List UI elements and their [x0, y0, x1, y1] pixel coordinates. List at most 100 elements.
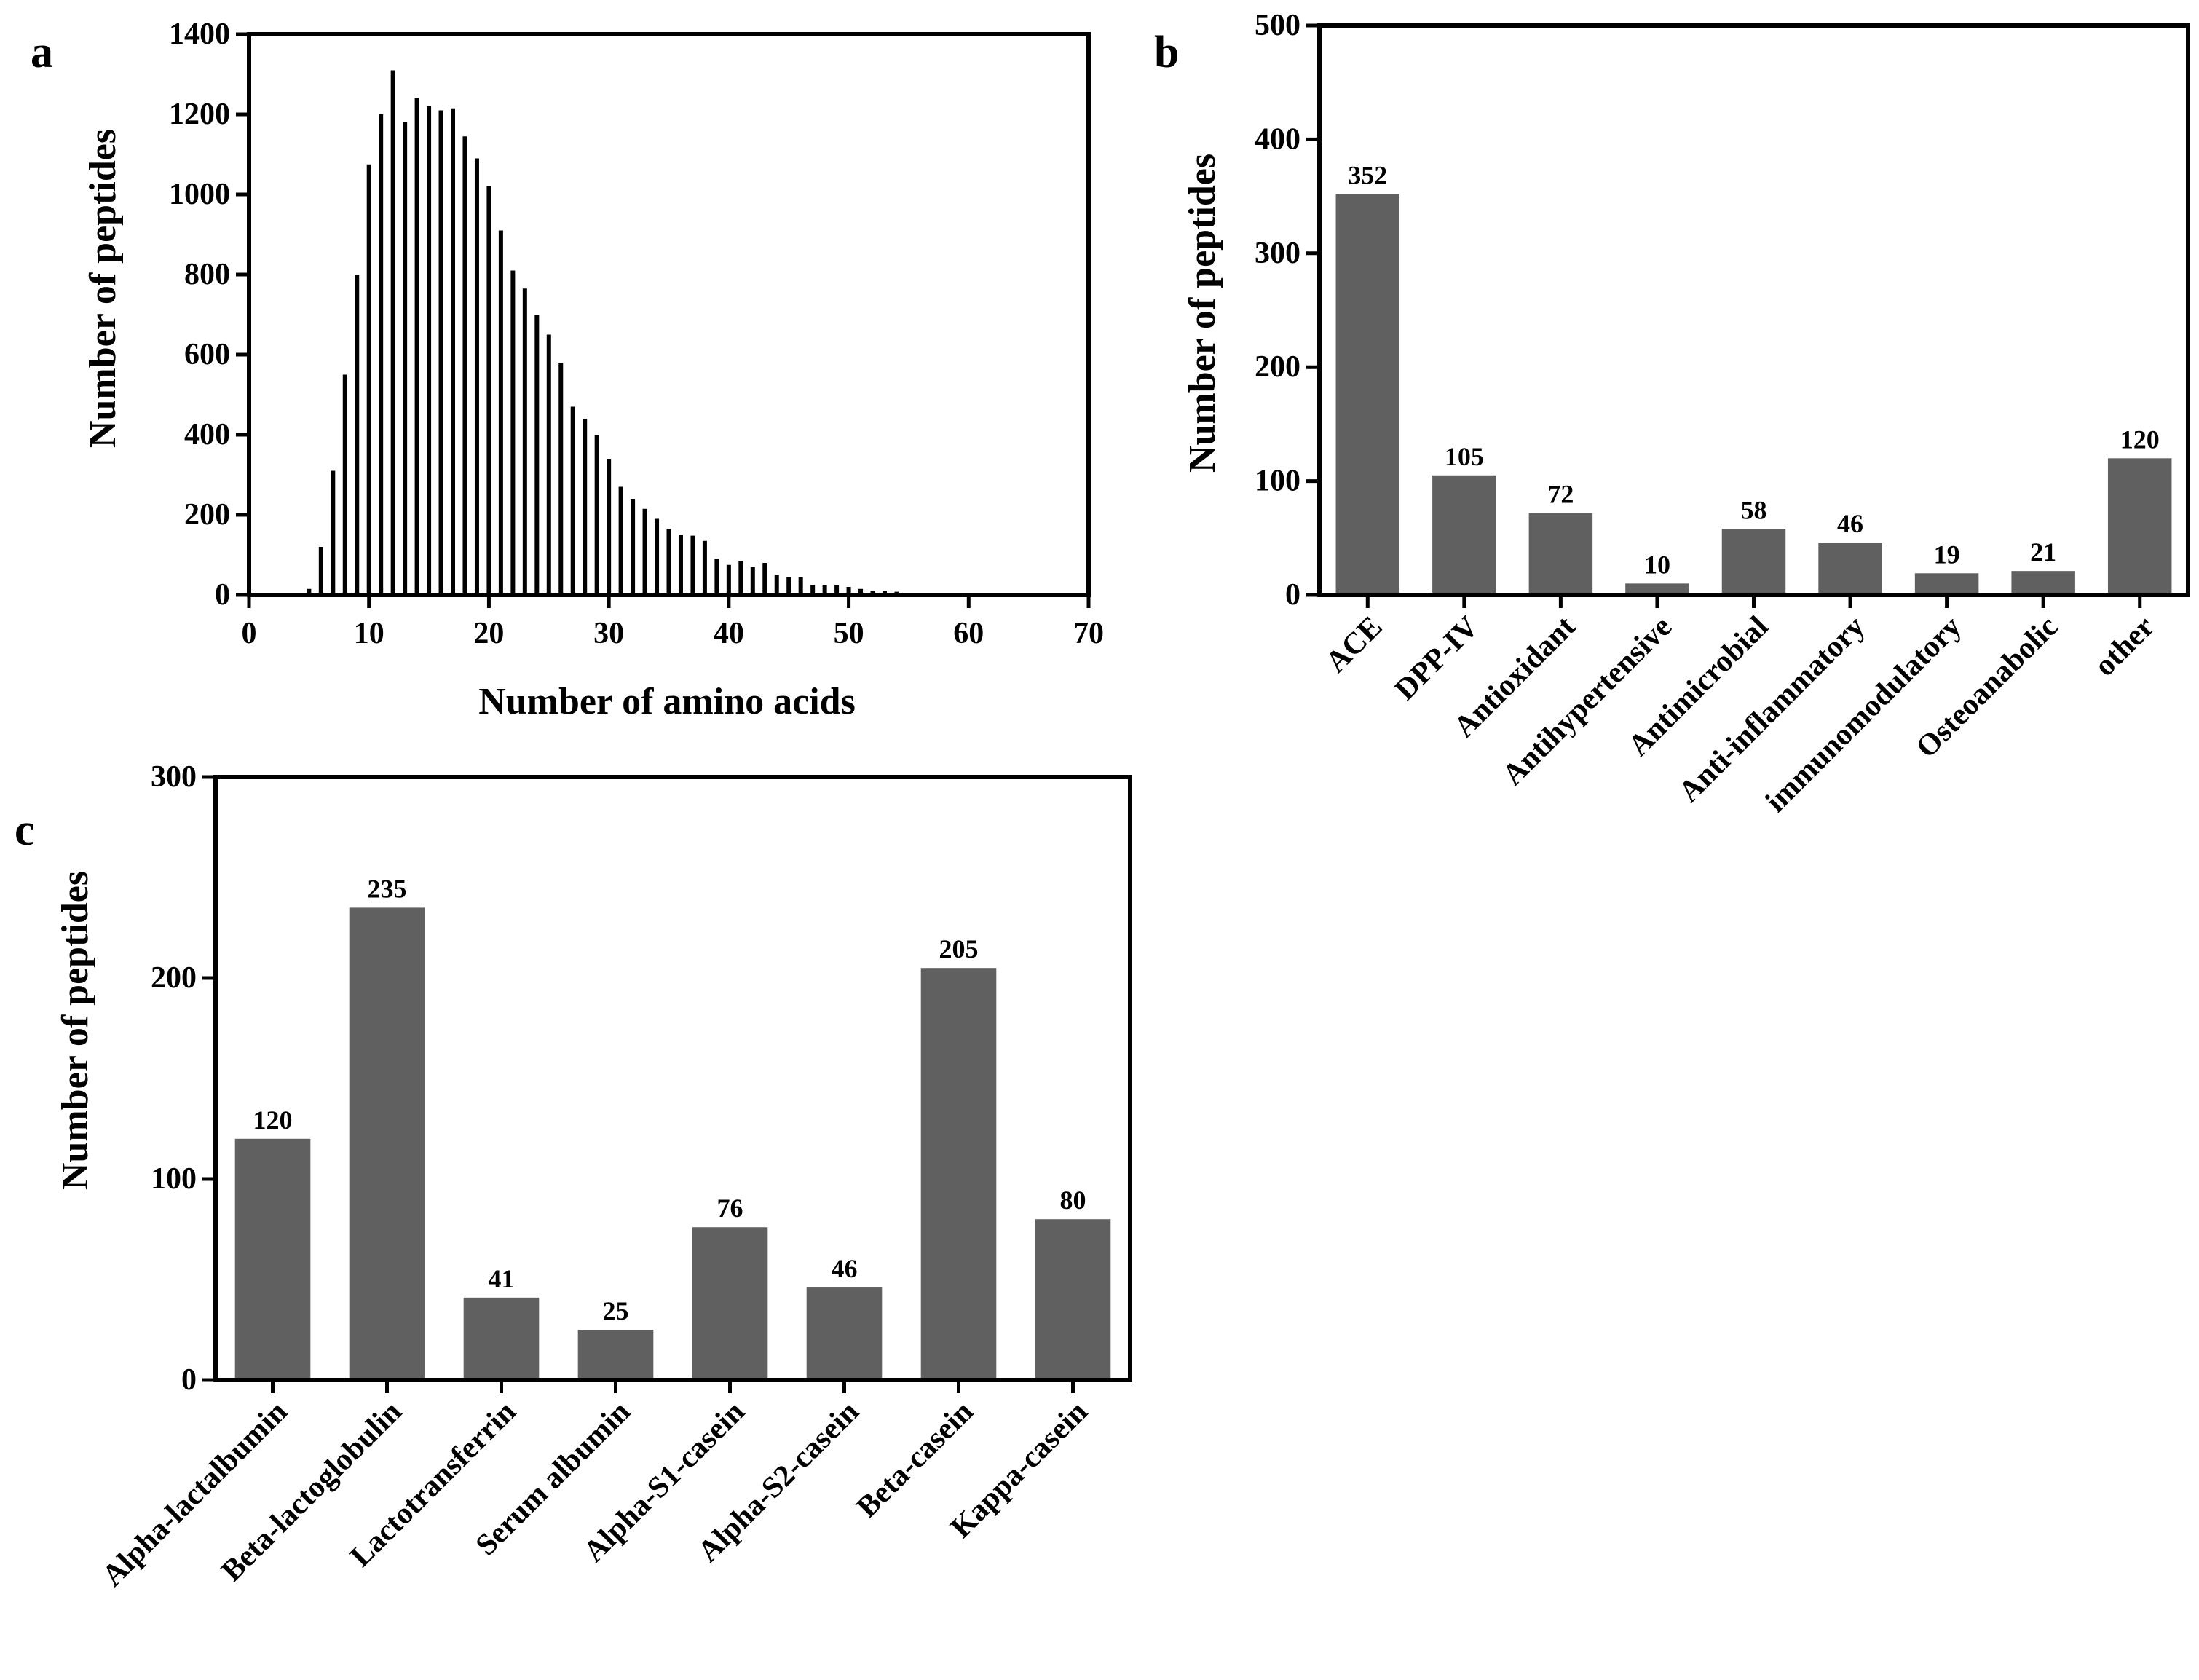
panel-a-bar	[666, 529, 671, 595]
panel-b-bar	[1818, 543, 1882, 595]
panel-a-bar	[307, 588, 312, 595]
panel-a-bar	[534, 315, 540, 595]
panel-b-y-tick-label: 300	[1255, 237, 1300, 270]
panel-a-x-tick-label: 60	[953, 617, 984, 650]
panel-c-data-label: 41	[489, 1264, 515, 1293]
panel-c-y-tick-label: 100	[151, 1162, 197, 1196]
panel-c-bar	[463, 1297, 540, 1380]
panel-a-bar	[331, 470, 336, 595]
panel-a-y-tick-label: 800	[184, 258, 230, 291]
panel-a-bar	[642, 508, 647, 595]
panel-a-bar	[438, 110, 443, 595]
panel-b-data-label: 58	[1741, 495, 1767, 524]
panel-a-bar	[403, 122, 408, 595]
panel-a-y-tick-label: 400	[184, 418, 230, 451]
panel-a-bar	[834, 585, 840, 595]
panel-a-y-tick-label: 1400	[169, 17, 230, 51]
panel-b-data-label: 10	[1644, 550, 1670, 579]
panel-a-bar	[738, 561, 743, 595]
panel-b-y-tick-label: 200	[1255, 350, 1300, 384]
panel-a-plot-frame	[247, 32, 1091, 597]
panel-b-bar	[2011, 571, 2075, 595]
panel-b-category-label: DPP-IV	[1389, 610, 1485, 707]
panel-c-bar	[806, 1287, 883, 1380]
panel-a-y-tick-label: 0	[215, 578, 230, 612]
panel-c-bar	[692, 1227, 768, 1380]
panel-c-data-label: 235	[368, 874, 407, 903]
panel-b-data-label: 72	[1547, 479, 1574, 508]
panel-a-bar	[607, 459, 612, 595]
panel-a-bar	[355, 275, 360, 595]
panel-a-bar	[858, 588, 864, 595]
panel-a-x-tick-label: 70	[1073, 617, 1104, 650]
panel-a-bar	[655, 518, 660, 595]
panel-c-bar	[1035, 1219, 1111, 1380]
histogram-panel-a: a Number of peptides Number of amino aci…	[31, 17, 1104, 722]
panel-a-bar	[366, 164, 371, 595]
panel-a-y-tick-label: 600	[184, 338, 230, 371]
panel-b-y-tick-label: 100	[1255, 465, 1300, 498]
panel-a-bar	[822, 585, 827, 595]
panel-letter-c: c	[15, 805, 35, 855]
panel-b-data-label: 19	[1934, 540, 1960, 569]
panel-b-data-label: 105	[1445, 442, 1484, 471]
panel-letter-a: a	[31, 28, 53, 77]
panel-c-bar	[234, 1138, 311, 1380]
panel-a-bar	[798, 577, 803, 595]
panel-c-data-label: 76	[717, 1194, 743, 1223]
panel-a-bar	[522, 288, 527, 595]
panel-c-data-label: 25	[603, 1296, 629, 1325]
panel-a-x-axis-title: Number of amino acids	[478, 681, 856, 722]
panel-c-data-label: 46	[832, 1254, 858, 1283]
panel-a-bar	[618, 486, 623, 595]
panel-a-x-tick-label: 20	[473, 617, 504, 650]
bar-panel-b: b Number of peptides 0 100 200 300 400 500 352…	[1154, 9, 2190, 819]
panel-a-bar	[510, 270, 516, 595]
panel-b-y-axis-title: Number of peptides	[1182, 154, 1223, 473]
panel-a-bar	[583, 419, 588, 595]
panel-c-y-axis-title: Number of peptides	[55, 871, 96, 1190]
panel-a-bar	[451, 108, 456, 595]
panel-a-bar	[414, 98, 419, 595]
panel-a-bar	[726, 564, 731, 595]
panel-b-category-label: Antihypertensive	[1496, 610, 1678, 792]
panel-a-bar	[690, 535, 695, 595]
panel-a-bar	[810, 585, 816, 595]
panel-c-y-tick-label: 300	[151, 760, 197, 794]
panel-a-bar	[318, 547, 323, 595]
panel-b-category-label: Anti-inflammatory	[1673, 610, 1871, 809]
panel-b-y-tick-label: 500	[1255, 9, 1300, 42]
panel-letter-b: b	[1154, 28, 1179, 77]
panel-b-y-tick-label: 0	[1285, 578, 1300, 612]
panel-a-bar	[678, 535, 683, 595]
bar-panel-c: c Number of peptides 0 100 200 300 120 235 41 2…	[15, 760, 1132, 1593]
panel-a-bar	[546, 334, 551, 595]
panel-b-bar	[2107, 458, 2172, 595]
panel-a-x-tick-label: 0	[242, 617, 257, 650]
panel-c-plot-frame	[213, 775, 1132, 1382]
panel-b-data-label: 120	[2120, 425, 2160, 454]
panel-c-data-label: 80	[1060, 1186, 1086, 1215]
panel-a-bar	[486, 186, 491, 595]
panel-b-bar	[1625, 583, 1689, 595]
panel-a-y-tick-label: 1000	[169, 178, 230, 211]
panel-a-bar	[379, 114, 384, 595]
panel-a-bar	[714, 559, 719, 595]
panel-a-x-tick-label: 30	[593, 617, 624, 650]
panel-a-bar	[594, 435, 599, 595]
panel-c-category-label: Alpha-lactalbumin	[96, 1395, 294, 1593]
panel-a-x-tick-label: 50	[834, 617, 864, 650]
panel-a-marks: 0 200 400 600 800 1000 1200 1400 0 10 20 30 40 50 60 70	[169, 17, 1104, 650]
panel-a-bar	[390, 70, 395, 595]
panel-a-y-tick-label: 200	[184, 498, 230, 532]
panel-b-bar	[1721, 529, 1786, 595]
panel-c-y-tick-label: 0	[181, 1363, 197, 1397]
panel-a-bar	[342, 374, 347, 595]
panel-b-data-label: 21	[2030, 537, 2056, 567]
panel-a-bar	[846, 587, 851, 595]
panel-b-bar	[1432, 475, 1496, 595]
panel-b-bar	[1335, 194, 1400, 595]
panel-b-marks: 0 100 200 300 400 500 352 105 72 10 58 46 19 21 120 ACE…	[1255, 9, 2190, 819]
panel-b-category-label: ACE	[1319, 610, 1389, 679]
panel-a-bar	[427, 106, 432, 595]
